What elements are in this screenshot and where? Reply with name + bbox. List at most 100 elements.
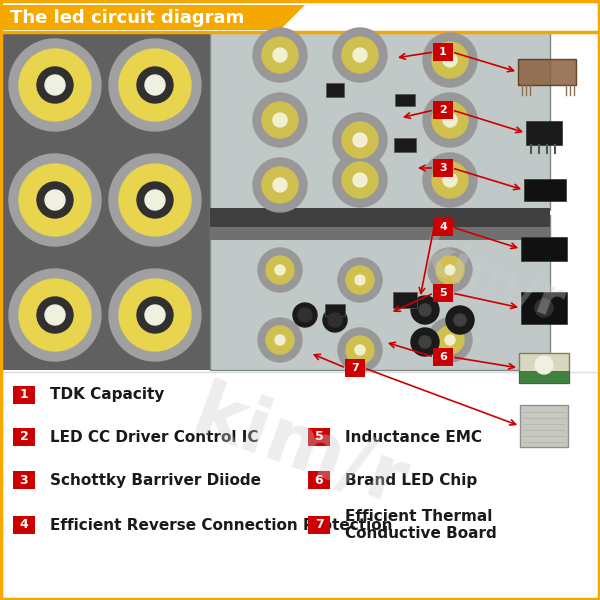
Circle shape [428, 248, 472, 292]
FancyBboxPatch shape [433, 159, 453, 177]
Circle shape [333, 28, 387, 82]
Text: 1: 1 [20, 389, 28, 401]
Circle shape [446, 306, 474, 334]
FancyBboxPatch shape [433, 348, 453, 366]
Circle shape [262, 102, 298, 138]
Bar [393, 292, 417, 308]
Text: 5: 5 [439, 288, 447, 298]
Circle shape [436, 256, 464, 284]
Text: Schottky Barriver Diiode: Schottky Barriver Diiode [50, 473, 261, 487]
Circle shape [342, 162, 378, 198]
Text: Brand LED Chip: Brand LED Chip [345, 473, 477, 487]
Circle shape [419, 336, 431, 348]
Circle shape [9, 269, 101, 361]
Circle shape [258, 318, 302, 362]
Circle shape [109, 269, 201, 361]
Text: 4: 4 [439, 222, 447, 232]
Circle shape [266, 326, 294, 354]
Circle shape [145, 305, 165, 325]
Bar [521, 292, 567, 324]
Bar [519, 371, 569, 383]
Bar [519, 353, 569, 383]
FancyBboxPatch shape [13, 516, 35, 534]
Text: Efficient Thermal
Conductive Board: Efficient Thermal Conductive Board [345, 509, 497, 541]
Circle shape [535, 356, 553, 374]
Bar [210, 208, 550, 228]
Circle shape [411, 328, 439, 356]
Circle shape [298, 308, 312, 322]
Circle shape [432, 102, 468, 138]
Circle shape [37, 297, 73, 333]
Circle shape [266, 256, 294, 284]
Circle shape [273, 48, 287, 62]
Circle shape [137, 182, 173, 218]
Text: 7: 7 [314, 518, 323, 532]
Text: kim/r: kim/r [183, 377, 417, 523]
Circle shape [333, 153, 387, 207]
Text: 1: 1 [439, 47, 447, 57]
FancyBboxPatch shape [308, 428, 330, 446]
Circle shape [445, 265, 455, 275]
Circle shape [445, 335, 455, 345]
Text: 5: 5 [314, 431, 323, 443]
Text: 3: 3 [439, 163, 447, 173]
Circle shape [436, 326, 464, 354]
Circle shape [454, 314, 466, 326]
Circle shape [109, 154, 201, 246]
Circle shape [37, 67, 73, 103]
Text: The led circuit diagram: The led circuit diagram [10, 9, 244, 27]
Text: 4: 4 [20, 518, 28, 532]
FancyBboxPatch shape [433, 43, 453, 61]
Circle shape [137, 297, 173, 333]
Circle shape [19, 279, 91, 351]
Circle shape [258, 248, 302, 292]
Circle shape [353, 173, 367, 187]
Circle shape [262, 37, 298, 73]
Circle shape [45, 190, 65, 210]
Circle shape [411, 296, 439, 324]
Circle shape [275, 335, 285, 345]
FancyBboxPatch shape [13, 386, 35, 404]
Circle shape [419, 304, 431, 316]
Bar [521, 237, 567, 261]
Text: 2: 2 [20, 431, 28, 443]
Circle shape [338, 258, 382, 302]
Bar [394, 138, 416, 152]
FancyBboxPatch shape [308, 471, 330, 489]
Circle shape [137, 67, 173, 103]
FancyBboxPatch shape [433, 101, 453, 119]
Circle shape [432, 162, 468, 198]
Bar [210, 32, 550, 210]
Text: 6: 6 [439, 352, 447, 362]
Text: TDK Capacity: TDK Capacity [50, 388, 164, 403]
Circle shape [119, 164, 191, 236]
Circle shape [443, 53, 457, 67]
Bar [210, 215, 550, 370]
Circle shape [346, 336, 374, 364]
Circle shape [262, 167, 298, 203]
Bar [326, 83, 344, 97]
Circle shape [423, 33, 477, 87]
Circle shape [342, 37, 378, 73]
FancyBboxPatch shape [433, 284, 453, 302]
Bar [520, 405, 568, 447]
Text: 2: 2 [439, 105, 447, 115]
Circle shape [9, 154, 101, 246]
Bar [0, 32, 210, 370]
Text: Inductance EMC: Inductance EMC [345, 430, 482, 445]
Text: 3: 3 [20, 473, 28, 487]
Circle shape [273, 178, 287, 192]
Text: LED CC Driver Control IC: LED CC Driver Control IC [50, 430, 259, 445]
Circle shape [535, 299, 553, 317]
Bar [395, 94, 415, 106]
Circle shape [423, 93, 477, 147]
Circle shape [355, 345, 365, 355]
Text: 7: 7 [351, 363, 359, 373]
Circle shape [338, 328, 382, 372]
FancyBboxPatch shape [13, 428, 35, 446]
Circle shape [342, 122, 378, 158]
Circle shape [253, 93, 307, 147]
Circle shape [443, 113, 457, 127]
Circle shape [293, 303, 317, 327]
Text: Efficient Reverse Connection Protection: Efficient Reverse Connection Protection [50, 517, 392, 533]
